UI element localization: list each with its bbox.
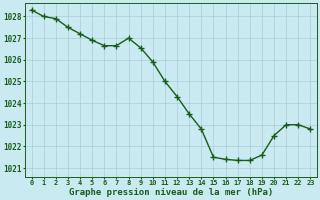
X-axis label: Graphe pression niveau de la mer (hPa): Graphe pression niveau de la mer (hPa)	[69, 188, 273, 197]
